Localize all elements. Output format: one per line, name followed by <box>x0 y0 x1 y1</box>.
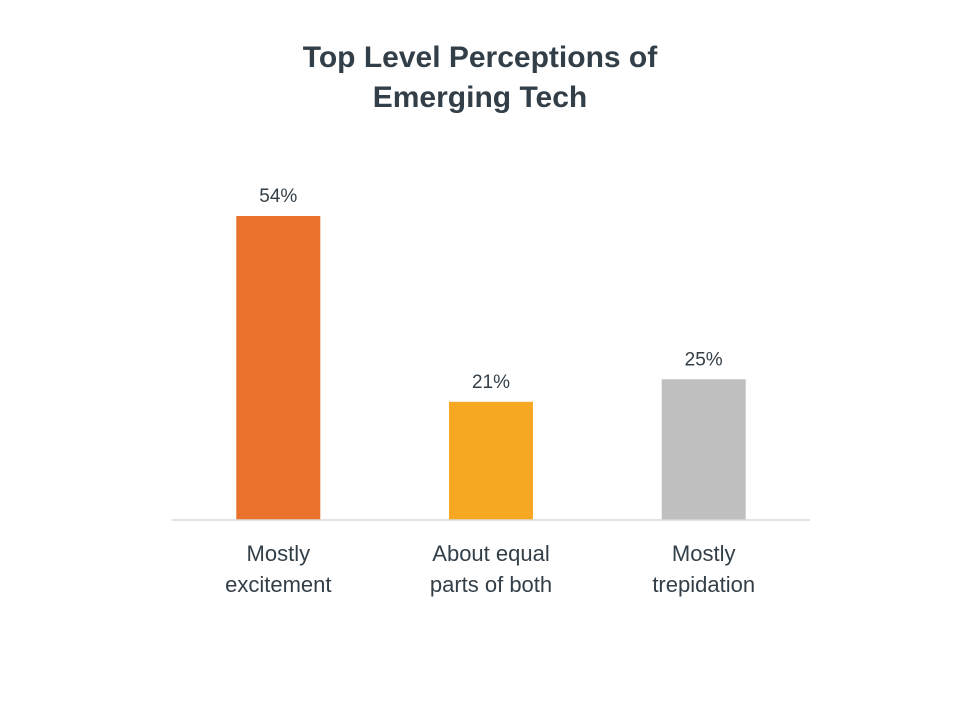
bar-mostly-trepidation <box>661 379 746 521</box>
category-label-line: About equal <box>432 541 549 566</box>
data-label-mostly-excitement: 54% <box>259 186 297 207</box>
category-label-line: trepidation <box>652 572 755 597</box>
labels-layer: 54% Mostly excitement 21% About equal parts o… <box>225 186 755 597</box>
category-label-mostly-trepidation: Mostly trepidation <box>652 541 755 597</box>
category-label-mostly-excitement: Mostly excitement <box>225 541 331 597</box>
chart-title-line-1: Top Level Perceptions of <box>302 41 658 74</box>
category-label-line: Mostly <box>247 541 311 566</box>
data-label-mostly-trepidation: 25% <box>685 349 723 370</box>
bar-mostly-excitement <box>236 216 321 520</box>
bar-about-equal-parts-of-both <box>449 401 533 520</box>
category-label-line: Mostly <box>672 541 736 566</box>
category-label-line: parts of both <box>430 572 552 597</box>
chart-title-line-2: Emerging Tech <box>372 81 588 114</box>
chart-title: Top Level Perceptions of Emerging Tech <box>0 38 960 118</box>
bars-layer <box>236 216 746 521</box>
data-label-about-equal-parts-of-both: 21% <box>472 372 510 393</box>
category-label-about-equal-parts-of-both: About equal parts of both <box>430 541 552 597</box>
category-label-line: excitement <box>225 572 331 597</box>
